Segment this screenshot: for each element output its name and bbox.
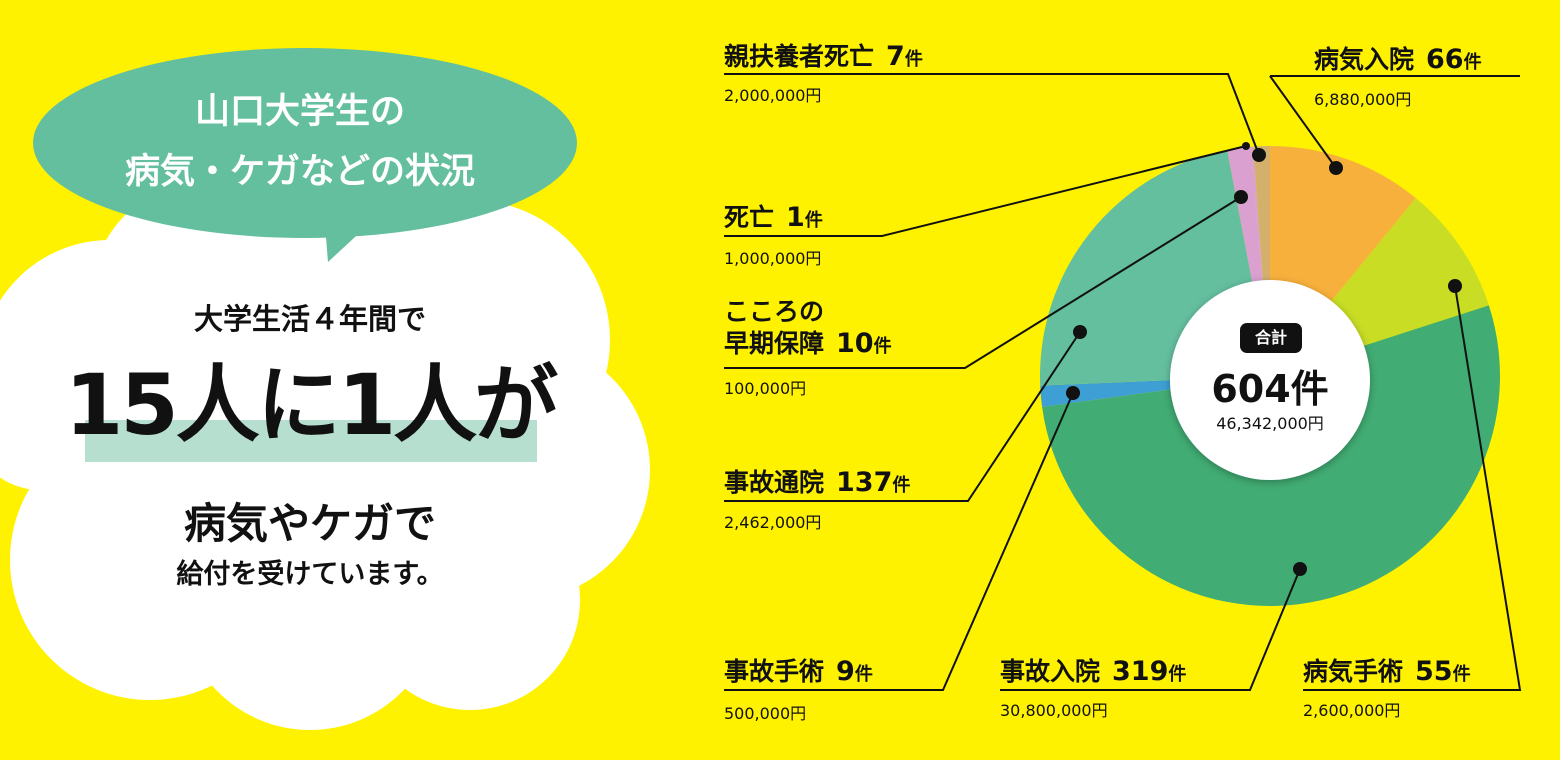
highlight-band <box>85 420 537 462</box>
cloud-headline: 15人に1人が <box>64 356 558 454</box>
leader-line <box>1269 75 1337 169</box>
label-fuyosha-shibo: 親扶養者死亡 7件 <box>724 41 923 72</box>
leader-dot <box>1073 325 1087 339</box>
bubble-title: 山口大学生の 病気・ケガなどの状況 <box>40 82 560 202</box>
label-jiko-nyuin: 事故入院 319件 <box>1000 656 1187 687</box>
amount-jiko-tsuin: 2,462,000円 <box>724 513 822 532</box>
leader-line <box>1303 285 1522 691</box>
label-byoki-shujutsu: 病気手術 55件 <box>1303 656 1471 687</box>
bubble-title-line1: 山口大学生の <box>194 92 405 132</box>
cloud-line1: 大学生活４年間で <box>193 302 426 336</box>
speech-bubble <box>33 48 577 262</box>
leader-line <box>1000 568 1301 691</box>
amount-byoki-nyuin: 6,880,000円 <box>1314 90 1412 109</box>
total-tag: 合計 <box>1240 323 1302 353</box>
leader-lines <box>724 73 1522 691</box>
label-jiko-shujutsu: 事故手術 9件 <box>724 656 873 687</box>
leader-line <box>724 196 1242 369</box>
donut-center <box>1170 280 1370 480</box>
amount-fuyosha-shibo: 2,000,000円 <box>724 86 822 105</box>
total-amount: 46,342,000円 <box>1216 414 1324 433</box>
amount-kokoro: 100,000円 <box>724 379 807 398</box>
total-count: 604件 <box>1211 367 1329 411</box>
bubble-title-line2: 病気・ケガなどの状況 <box>124 152 475 192</box>
leader-line <box>724 73 1260 156</box>
leader-line <box>724 392 1074 691</box>
leader-dot <box>1066 386 1080 400</box>
leader-dot <box>1242 142 1250 150</box>
leader-dot <box>1252 148 1266 162</box>
label-shibo: 死亡 1件 <box>724 202 823 233</box>
leader-line <box>724 331 1081 502</box>
cloud-line3: 病気やケガで <box>183 499 436 548</box>
amount-shibo: 1,000,000円 <box>724 249 822 268</box>
amount-jiko-shujutsu: 500,000円 <box>724 704 807 723</box>
cloud-line4: 給付を受けています。 <box>176 559 444 590</box>
leader-dot <box>1448 279 1462 293</box>
leader-dot <box>1329 161 1343 175</box>
leader-dot <box>1293 562 1307 576</box>
label-byoki-nyuin: 病気入院 66件 <box>1314 44 1482 75</box>
label-jiko-tsuin: 事故通院 137件 <box>724 467 911 498</box>
label-kokoro: こころの 早期保障 10件 <box>724 297 892 359</box>
amount-byoki-shujutsu: 2,600,000円 <box>1303 701 1401 720</box>
leader-dot <box>1234 190 1248 204</box>
amount-jiko-nyuin: 30,800,000円 <box>1000 701 1108 720</box>
leader-line <box>724 145 1247 237</box>
